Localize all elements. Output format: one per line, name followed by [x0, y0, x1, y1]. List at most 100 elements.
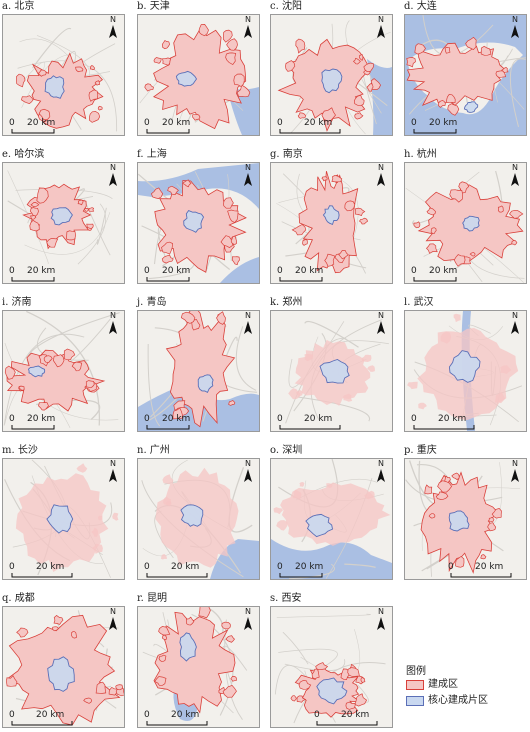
built-area-patch: [144, 83, 154, 92]
road: [32, 27, 72, 69]
scale-distance-label: 20 km: [36, 710, 65, 720]
road: [26, 311, 100, 426]
road: [147, 343, 161, 427]
scale-zero-label: 0: [277, 118, 283, 128]
built-area-patch: [299, 482, 305, 487]
built-area-patch: [367, 365, 375, 372]
built-area-patch: [18, 385, 25, 391]
built-area-patch: [353, 94, 365, 107]
scale-distance-label: 20 km: [475, 562, 504, 572]
road: [509, 58, 526, 128]
scale-distance-label: 20 km: [162, 266, 191, 276]
scale-distance-label: 20 km: [36, 562, 65, 572]
map-frame: 0 20 km N: [270, 606, 393, 728]
road: [83, 199, 111, 256]
north-arrow-icon: [109, 321, 117, 334]
city-map: [3, 459, 124, 579]
built-area-patch: [29, 207, 39, 217]
built-area-patch: [85, 380, 95, 389]
built-area-patch: [66, 230, 76, 241]
built-area-patch: [437, 100, 446, 108]
built-area-patch: [227, 209, 239, 223]
scale-zero-label: 0: [411, 118, 417, 128]
city-map: [3, 607, 124, 727]
scale-distance-label: 20 km: [304, 414, 333, 424]
built-area-patch: [88, 111, 101, 123]
built-area-patch: [165, 501, 172, 506]
scale-zero-label: 0: [277, 266, 283, 276]
city-map: [271, 311, 392, 431]
map-frame: 0 20 km N: [270, 162, 393, 284]
built-area-patch: [161, 254, 174, 264]
built-area-patch: [29, 219, 40, 232]
panel-title: o. 深圳: [270, 445, 303, 456]
built-area-patch: [216, 311, 226, 325]
built-area-patch: [290, 695, 297, 702]
built-area-patch: [91, 527, 99, 537]
north-label: N: [245, 607, 251, 616]
built-area: [165, 311, 236, 428]
built-area-patch: [414, 43, 426, 55]
built-area-patch: [191, 319, 201, 331]
core-built-area: [47, 656, 75, 692]
scale-distance-label: 20 km: [304, 118, 333, 128]
built-area-patch: [154, 676, 167, 686]
built-area-patch: [359, 54, 364, 61]
built-area-patch: [16, 627, 29, 638]
scale-bar: [279, 129, 341, 134]
city-map: [271, 163, 392, 283]
road: [3, 333, 85, 426]
built-area-patch: [413, 221, 421, 229]
north-label: N: [378, 607, 384, 616]
built-area-patch: [480, 45, 492, 56]
built-area-patch: [451, 472, 460, 481]
built-area-patch: [20, 95, 34, 104]
built-area-patch: [230, 235, 238, 245]
built-area-patch: [83, 697, 93, 704]
built-area-patch: [158, 654, 167, 662]
road: [278, 648, 338, 671]
built-area-patch: [453, 254, 466, 267]
built-area-patch: [324, 253, 336, 267]
built-area-patch: [52, 354, 65, 368]
scale-zero-label: 0: [144, 414, 150, 424]
built-area-patch: [95, 681, 107, 694]
built-area-patch: [161, 241, 173, 255]
built-area-patch: [445, 94, 456, 104]
north-label: N: [512, 15, 518, 24]
north-label: N: [245, 459, 251, 468]
road: [96, 207, 107, 245]
built-area-patch: [430, 227, 437, 234]
city-map: [405, 311, 526, 431]
map-frame: 0 20 km N: [270, 458, 393, 580]
core-built-area: [44, 75, 65, 99]
legend-label-core-area: 核心建成片区: [428, 695, 488, 706]
built-area-patch: [455, 555, 465, 568]
built-area-patch: [359, 217, 369, 225]
road: [36, 327, 89, 361]
built-area-patch: [150, 187, 164, 199]
north-label: N: [378, 15, 384, 24]
panel-title: r. 昆明: [137, 593, 168, 604]
built-area-patch: [288, 388, 301, 400]
scale-zero-label: 0: [144, 266, 150, 276]
north-arrow-icon: [244, 173, 252, 186]
legend: 图例 建成区 核心建成片区: [404, 660, 528, 720]
map-frame: 0 20 km N: [2, 162, 125, 284]
map-frame: 0 20 km N: [137, 162, 260, 284]
core-built-area: [322, 205, 340, 225]
built-area-patch: [30, 215, 37, 220]
built-area-patch: [71, 361, 83, 372]
built-area-patch: [225, 635, 235, 643]
scale-bar: [11, 277, 55, 282]
map-frame: 0 20 km N: [404, 162, 527, 284]
map-frame: 0 20 km N: [137, 458, 260, 580]
built-area-patch: [487, 522, 497, 532]
water-area: [210, 539, 259, 579]
scale-zero-label: 0: [277, 562, 283, 572]
panel-title: s. 西安: [270, 593, 302, 604]
built-area-patch: [222, 29, 233, 43]
built-area-patch: [53, 615, 64, 625]
water-area: [271, 539, 392, 579]
built-area-patch: [161, 40, 170, 50]
